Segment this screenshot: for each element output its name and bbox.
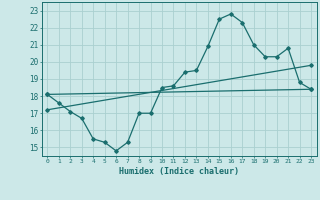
- X-axis label: Humidex (Indice chaleur): Humidex (Indice chaleur): [119, 167, 239, 176]
